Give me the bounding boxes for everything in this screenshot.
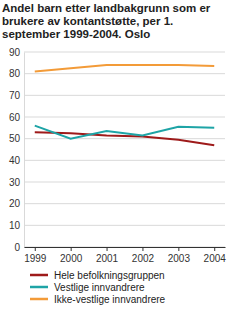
grid-line xyxy=(24,95,225,96)
x-tick-mark xyxy=(214,247,215,251)
grid-line xyxy=(24,117,225,118)
y-tick-label: 40 xyxy=(9,155,21,166)
y-tick: 90 xyxy=(9,47,24,58)
x-tick-label: 2000 xyxy=(60,253,83,264)
x-tick: 2002 xyxy=(132,247,155,264)
grid-line xyxy=(24,160,225,161)
plot: 0 10 20 30 40 50 60 70 80 90 1999 2000 2001 2002 2003 2… xyxy=(9,47,226,264)
x-tick-mark xyxy=(142,247,143,251)
y-axis: 0 10 20 30 40 50 60 70 80 90 xyxy=(9,47,25,253)
y-tick: 0 xyxy=(14,242,24,253)
legend-label: Hele befolkningsgruppen xyxy=(54,270,165,281)
y-tick-label: 20 xyxy=(9,198,21,209)
x-tick: 2000 xyxy=(60,247,83,264)
y-tick-label: 10 xyxy=(9,220,21,231)
legend-item: Vestlige innvandrere xyxy=(30,282,145,293)
y-tick: 40 xyxy=(9,155,24,166)
y-tick: 20 xyxy=(9,198,24,209)
grid xyxy=(24,52,225,247)
x-tick-mark xyxy=(71,247,72,251)
x-tick-label: 2004 xyxy=(204,253,227,264)
x-tick: 2004 xyxy=(204,247,227,264)
y-tick-label: 80 xyxy=(9,68,21,79)
legend-label: Ikke-vestlige innvandrere xyxy=(54,294,166,305)
y-tick: 50 xyxy=(9,133,24,144)
grid-line xyxy=(24,52,225,53)
x-tick-label: 2003 xyxy=(168,253,191,264)
legend-label: Vestlige innvandrere xyxy=(54,282,145,293)
x-tick: 2003 xyxy=(168,247,191,264)
y-tick: 80 xyxy=(9,68,24,79)
grid-line xyxy=(24,247,225,248)
grid-line xyxy=(24,73,225,74)
legend-swatch xyxy=(30,274,48,277)
series-group xyxy=(35,65,214,145)
y-tick-label: 50 xyxy=(9,133,21,144)
x-tick-mark xyxy=(107,247,108,251)
legend-item: Ikke-vestlige innvandrere xyxy=(30,294,166,305)
grid-line xyxy=(24,138,225,139)
x-tick-mark xyxy=(35,247,36,251)
grid-line xyxy=(24,182,225,183)
x-tick: 1999 xyxy=(24,247,47,264)
grid-line xyxy=(24,225,225,226)
y-tick-label: 90 xyxy=(9,47,21,58)
x-axis: 1999 2000 2001 2002 2003 2004 xyxy=(24,247,226,264)
series-line xyxy=(35,126,214,139)
y-tick-label: 60 xyxy=(9,112,21,123)
series-line xyxy=(35,65,214,72)
y-tick: 70 xyxy=(9,90,24,101)
legend-swatch xyxy=(30,286,48,289)
x-tick-mark xyxy=(178,247,179,251)
chart: Andel barn etter landbakgrunn som erbruk… xyxy=(0,0,233,309)
x-axis-line xyxy=(25,247,226,248)
x-tick-label: 1999 xyxy=(24,253,47,264)
x-tick-label: 2002 xyxy=(132,253,155,264)
y-tick-label: 0 xyxy=(14,242,20,253)
legend-item: Hele befolkningsgruppen xyxy=(30,270,165,281)
legend-swatch xyxy=(30,298,48,301)
x-tick: 2001 xyxy=(96,247,119,264)
y-tick: 60 xyxy=(9,112,24,123)
grid-line xyxy=(24,203,225,204)
chart-title: Andel barn etter landbakgrunn som erbruk… xyxy=(2,2,211,40)
y-tick-label: 70 xyxy=(9,90,21,101)
x-tick-label: 2001 xyxy=(96,253,119,264)
legend: Hele befolkningsgruppenVestlige innvandr… xyxy=(30,270,166,305)
y-tick-label: 30 xyxy=(9,177,21,188)
y-tick: 10 xyxy=(9,220,24,231)
y-tick: 30 xyxy=(9,177,24,188)
y-axis-line xyxy=(24,53,25,248)
